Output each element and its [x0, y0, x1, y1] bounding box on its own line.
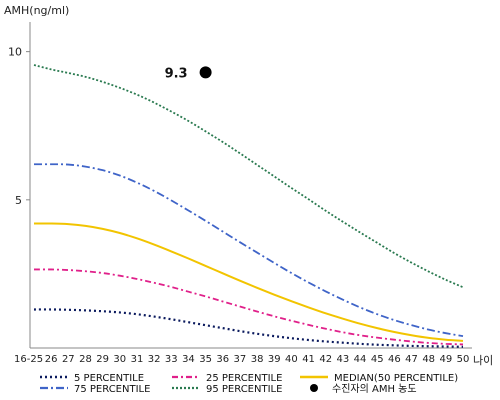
x-tick-label: 37: [234, 354, 247, 365]
patient-amh-point: [199, 66, 212, 79]
legend-label-4: 95 PERCENTILE: [206, 384, 282, 395]
x-tick-label: 49: [439, 354, 452, 365]
x-tick-label: 36: [216, 354, 229, 365]
x-tick-label: 42: [319, 354, 332, 365]
x-tick-label: 41: [302, 354, 315, 365]
legend-point-label: 수진자의 AMH 농도: [332, 383, 417, 395]
x-tick-label: 48: [422, 354, 435, 365]
x-tick-label: 30: [113, 354, 126, 365]
legend-point-swatch: [310, 384, 318, 392]
legend-label-2: MEDIAN(50 PERCENTILE): [334, 373, 458, 384]
x-tick-label: 16-25: [14, 354, 43, 365]
series-line-2: [33, 222, 464, 342]
x-tick-label: 40: [285, 354, 298, 365]
legend: 5 PERCENTILE 25 PERCENTILE MEDIAN(50 PERCE…: [40, 373, 458, 395]
x-tick-label: 43: [337, 354, 350, 365]
series-line-0: [33, 308, 464, 348]
series-layer: [33, 64, 464, 348]
point-layer: 9.3: [165, 66, 212, 81]
x-tick-label: 26: [45, 354, 58, 365]
x-tick-label: 50: [457, 354, 470, 365]
x-tick-label: 38: [251, 354, 264, 365]
legend-label-3: 75 PERCENTILE: [74, 384, 150, 395]
x-tick-label: 45: [371, 354, 384, 365]
y-axis-title: AMH(ng/ml): [4, 4, 69, 17]
x-tick-label: 31: [131, 354, 144, 365]
x-tick-label: 32: [148, 354, 161, 365]
x-tick-label: 34: [182, 354, 195, 365]
x-tick-label: 35: [199, 354, 212, 365]
x-tick-label: 33: [165, 354, 178, 365]
patient-amh-value-label: 9.3: [165, 66, 188, 81]
x-tick-label: 44: [354, 354, 367, 365]
legend-label-1: 25 PERCENTILE: [206, 373, 282, 384]
series-line-4: [33, 64, 464, 289]
x-tick-label: 29: [96, 354, 109, 365]
x-tick-label: 28: [79, 354, 92, 365]
tick-labels: 5 10 16-25 26 27 28 29 30 31 32 33 34 35 36 37 38 39 40 41…: [8, 46, 469, 365]
axes: AMH(ng/ml) 나이: [4, 4, 493, 367]
y-tick-label: 10: [8, 46, 22, 59]
x-tick-label: 46: [388, 354, 401, 365]
legend-label-0: 5 PERCENTILE: [74, 373, 144, 384]
x-tick-label: 39: [268, 354, 281, 365]
x-tick-label: 27: [62, 354, 75, 365]
y-tick-label: 5: [15, 194, 22, 207]
series-line-3: [33, 163, 464, 338]
series-line-1: [33, 268, 464, 346]
x-axis-title: 나이: [473, 354, 493, 367]
x-tick-label: 47: [405, 354, 418, 365]
